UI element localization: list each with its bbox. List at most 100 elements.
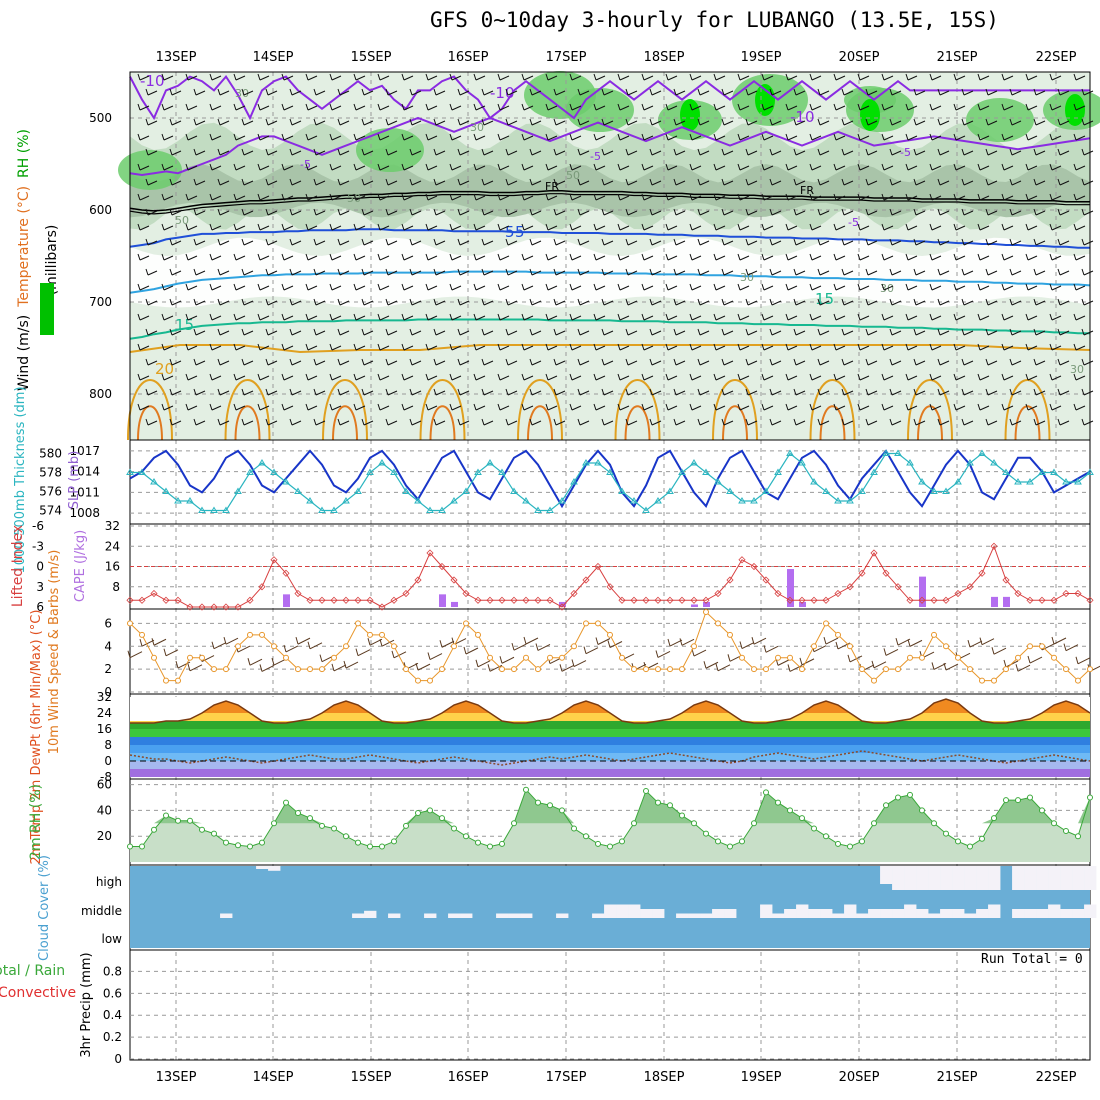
- wind-barb: [545, 133, 558, 141]
- thickness-marker: [954, 478, 962, 485]
- wind-barb: [977, 343, 990, 351]
- isotherm-20-loop: [614, 379, 661, 441]
- wind-barb-10m: [511, 643, 527, 651]
- wind-barb: [305, 73, 318, 81]
- wind-speed-marker: [1015, 654, 1021, 661]
- lifted-index-marker: [906, 596, 914, 604]
- wind-barb: [289, 88, 302, 96]
- wind-barb: [929, 223, 942, 231]
- wind-barb: [769, 418, 782, 426]
- rh-marker: [535, 799, 541, 806]
- wind-speed-marker: [427, 677, 433, 684]
- wind-barb: [361, 118, 374, 126]
- wind-barb: [1025, 223, 1038, 231]
- wind-barb: [593, 73, 606, 81]
- wind-barb: [985, 328, 998, 336]
- isotherm-25-loop: [917, 405, 943, 441]
- wind-barb: [665, 313, 678, 321]
- wind-barb: [1033, 208, 1046, 216]
- wind-barb: [353, 283, 366, 291]
- wind-barb: [977, 313, 990, 321]
- wind-barb: [137, 133, 150, 141]
- wind-barb: [241, 388, 254, 396]
- cloud-middle-bar: [364, 910, 377, 918]
- wind-barb: [857, 343, 870, 351]
- wind-barb: [857, 193, 870, 201]
- rh-marker: [607, 843, 613, 850]
- rh-marker: [727, 843, 733, 850]
- date-label-top: 19SEP: [741, 50, 782, 65]
- wind-barb: [449, 253, 462, 261]
- rh-marker: [715, 838, 721, 845]
- cloud-middle-bar: [1012, 909, 1025, 918]
- wind-barb: [1033, 298, 1046, 306]
- wind-barb: [905, 403, 918, 411]
- isotherm-line: [129, 318, 1090, 340]
- contour-label: -10: [490, 84, 515, 102]
- wind-barb: [137, 403, 150, 411]
- wind-barb: [1049, 163, 1062, 171]
- wind-speed-marker: [811, 643, 817, 650]
- wind-barb: [337, 298, 350, 306]
- lifted-index-marker: [666, 596, 674, 604]
- wind-barb: [769, 148, 782, 156]
- wind-barb: [401, 403, 414, 411]
- cape-bar: [991, 596, 998, 607]
- wind-barb: [457, 298, 470, 306]
- rh-marker: [559, 807, 565, 814]
- wind-barb: [193, 88, 206, 96]
- date-label-bottom: 15SEP: [351, 1070, 392, 1085]
- wind-barb: [961, 208, 974, 216]
- cloud-middle-bar: [1072, 909, 1085, 918]
- cape-tick: 32: [105, 519, 120, 533]
- lifted-index-marker: [702, 596, 710, 604]
- rh-marker: [547, 802, 553, 809]
- wind-barb: [553, 208, 566, 216]
- rh-marker: [403, 822, 409, 829]
- wind-barb: [305, 373, 318, 381]
- wind-barb: [161, 343, 174, 351]
- wind-barb: [401, 193, 414, 201]
- thickness-marker: [930, 487, 938, 494]
- wind-barb: [961, 148, 974, 156]
- isotherm-20-loop: [224, 379, 271, 441]
- wind-barb: [305, 133, 318, 141]
- wind-barb: [385, 178, 398, 186]
- lifted-index-marker: [378, 603, 386, 611]
- wind-barb: [545, 343, 558, 351]
- wind-barb: [521, 73, 534, 81]
- wind-barb-10m: [991, 647, 1007, 655]
- panel-frame-10m-wind: [129, 608, 1091, 695]
- thickness-marker: [990, 459, 998, 466]
- wind-barb: [361, 148, 374, 156]
- wind-speed-marker: [331, 654, 337, 661]
- wind-barb: [1033, 418, 1046, 426]
- wind-speed-marker: [1063, 666, 1069, 673]
- rh-marker: [127, 843, 133, 850]
- thickness-marker: [1038, 468, 1046, 475]
- wind-barb: [161, 103, 174, 111]
- date-label-top: 22SEP: [1036, 50, 1077, 65]
- wind-barb: [721, 178, 734, 186]
- wind-barb: [409, 118, 422, 126]
- cloud-middle-bar: [640, 909, 653, 918]
- lifted-index-marker: [870, 549, 878, 557]
- wind-barb: [937, 298, 950, 306]
- lifted-index-marker: [306, 596, 314, 604]
- wind-barb: [673, 148, 686, 156]
- wind-barb: [793, 238, 806, 246]
- wind-barb: [233, 253, 246, 261]
- wind-barb: [937, 328, 950, 336]
- wind-barb: [529, 148, 542, 156]
- cloud-high-bar: [964, 866, 977, 890]
- wind-barb: [649, 298, 662, 306]
- wind-barb: [737, 403, 750, 411]
- wind-barb: [577, 148, 590, 156]
- thickness-marker: [774, 468, 782, 475]
- wind-barb: [881, 313, 894, 321]
- date-label-top: 13SEP: [156, 50, 197, 65]
- wind-barb: [625, 148, 638, 156]
- wind-barb: [785, 223, 798, 231]
- cloud-middle-bar: [724, 909, 737, 918]
- wind-barb: [881, 343, 894, 351]
